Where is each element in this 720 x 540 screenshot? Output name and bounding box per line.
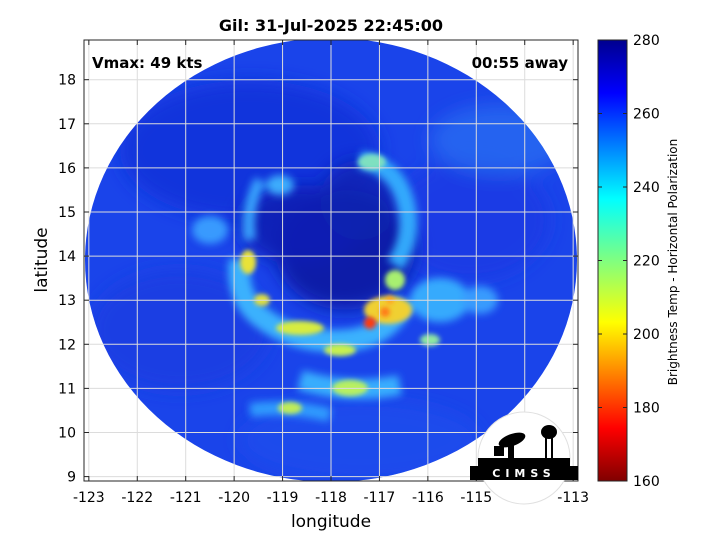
colorbar-tick-label: 160 bbox=[633, 474, 660, 490]
y-tick-label: 9 bbox=[67, 470, 76, 486]
x-tick-label: -117 bbox=[364, 490, 396, 506]
x-tick-label: -116 bbox=[412, 490, 444, 506]
colorbar-label: Brightness Temp - Horizontal Polarizatio… bbox=[666, 139, 680, 386]
y-tick-label: 11 bbox=[58, 381, 76, 397]
y-tick-label: 18 bbox=[58, 73, 76, 89]
x-tick-label: -118 bbox=[315, 490, 347, 506]
logo-text: CIMSS bbox=[492, 467, 555, 480]
y-tick-label: 14 bbox=[58, 249, 76, 265]
vmax-label: Vmax: 49 kts bbox=[92, 54, 202, 72]
x-axis-label: longitude bbox=[291, 512, 371, 532]
y-tick-label: 10 bbox=[58, 425, 76, 441]
time-away-label: 00:55 away bbox=[472, 54, 569, 72]
colorbar bbox=[597, 39, 628, 482]
x-tick-label: -119 bbox=[267, 490, 299, 506]
x-tick-label: -123 bbox=[73, 490, 105, 506]
colorbar-tick-label: 240 bbox=[633, 180, 660, 196]
x-tick-label: -121 bbox=[170, 490, 202, 506]
y-tick-label: 12 bbox=[58, 337, 76, 353]
x-tick-label: -115 bbox=[460, 490, 492, 506]
y-tick-label: 17 bbox=[58, 117, 76, 133]
x-tick-label: -122 bbox=[121, 490, 153, 506]
colorbar-tick-label: 180 bbox=[633, 401, 660, 417]
colorbar-tick-label: 220 bbox=[633, 254, 660, 270]
figure-title: Gil: 31-Jul-2025 22:45:00 bbox=[219, 16, 443, 35]
colorbar-tick-label: 260 bbox=[633, 107, 660, 123]
y-tick-label: 15 bbox=[58, 205, 76, 221]
y-tick-label: 13 bbox=[58, 293, 76, 309]
x-tick-label: -113 bbox=[557, 490, 589, 506]
y-axis-label: latitude bbox=[32, 227, 52, 292]
colorbar-ticks: 160 180 200 220 240 260 280 bbox=[598, 33, 660, 490]
cimss-logo: CIMSS bbox=[470, 411, 578, 505]
colorbar-tick-label: 280 bbox=[633, 33, 660, 49]
colorbar-tick-label: 200 bbox=[633, 327, 660, 343]
y-tick-label: 16 bbox=[58, 161, 76, 177]
x-tick-label: -120 bbox=[218, 490, 250, 506]
y-axis-ticks: 9 10 11 12 13 14 15 16 17 18 bbox=[58, 73, 578, 486]
